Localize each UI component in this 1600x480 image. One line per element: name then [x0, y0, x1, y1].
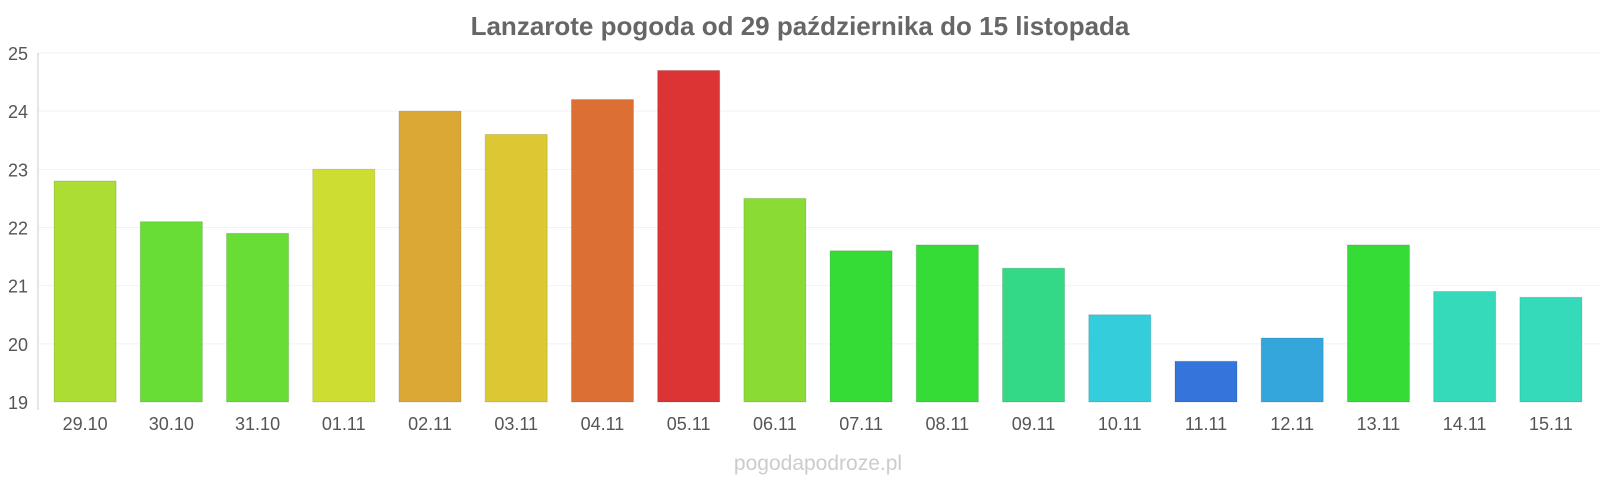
x-tick-label: 03.11	[494, 414, 538, 434]
x-tick-label: 13.11	[1357, 414, 1401, 434]
x-tick-label: 02.11	[408, 414, 452, 434]
x-tick-label: 05.11	[667, 414, 711, 434]
x-tick-label: 11.11	[1185, 414, 1227, 434]
x-tick-label: 01.11	[322, 414, 366, 434]
bar-10.11	[1088, 314, 1152, 403]
bar-01.11	[312, 168, 376, 403]
y-axis-ticks: 19 20 21 22 23 24 25	[8, 44, 28, 413]
x-tick-label: 31.10	[235, 414, 280, 434]
x-tick-label: 06.11	[753, 414, 797, 434]
y-tick-label: 19	[8, 393, 28, 413]
bar-11.11	[1174, 360, 1238, 403]
grid-lines	[38, 52, 1600, 345]
x-tick-label: 29.10	[63, 414, 108, 434]
bar-30.10	[139, 221, 203, 403]
y-tick-label: 21	[8, 277, 28, 297]
y-tick-label: 25	[8, 44, 28, 64]
bar-02.11	[398, 110, 462, 403]
bar-04.11	[570, 99, 634, 403]
bar-12.11	[1260, 337, 1324, 403]
y-tick-label: 23	[8, 160, 28, 180]
bar-03.11	[484, 133, 548, 403]
x-tick-label: 09.11	[1012, 414, 1056, 434]
bar-series	[53, 69, 1583, 403]
x-tick-label: 14.11	[1443, 414, 1487, 434]
x-tick-label: 10.11	[1098, 414, 1142, 434]
x-tick-label: 07.11	[839, 414, 883, 434]
x-tick-label: 12.11	[1270, 414, 1314, 434]
y-tick-label: 24	[8, 102, 28, 122]
bar-14.11	[1433, 290, 1497, 403]
x-tick-label: 30.10	[149, 414, 194, 434]
bar-07.11	[829, 250, 893, 403]
x-tick-label: 15.11	[1529, 414, 1573, 434]
bar-29.10	[53, 180, 117, 403]
bar-31.10	[226, 232, 290, 403]
x-axis-ticks: 29.10 30.10 31.10 01.11 02.11 03.11 04.11 05.11…	[63, 414, 1573, 434]
chart-title: Lanzarote pogoda od 29 października do 1…	[471, 11, 1130, 41]
y-tick-label: 22	[8, 219, 28, 239]
x-tick-label: 04.11	[581, 414, 625, 434]
bar-06.11	[743, 197, 807, 403]
bar-05.11	[657, 69, 721, 403]
y-tick-label: 20	[8, 335, 28, 355]
bar-13.11	[1346, 244, 1410, 403]
bar-08.11	[915, 244, 979, 403]
bar-09.11	[1002, 267, 1066, 403]
bar-15.11	[1519, 296, 1583, 403]
x-tick-label: 08.11	[925, 414, 969, 434]
watermark-text: pogodapodroze.pl	[734, 452, 902, 475]
